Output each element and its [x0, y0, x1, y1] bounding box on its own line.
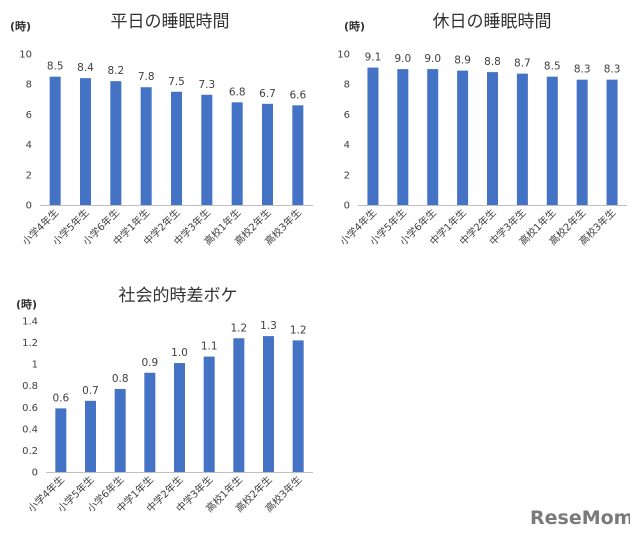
bar: [292, 340, 304, 472]
bar: [367, 67, 379, 205]
bar: [262, 103, 273, 205]
data-label: 7.8: [138, 71, 155, 83]
data-label: 8.9: [454, 55, 471, 67]
data-label: 0.7: [82, 385, 99, 397]
bar: [110, 81, 122, 205]
y-tick-label: 0.4: [22, 424, 38, 435]
bar: [233, 338, 245, 472]
data-label: 6.6: [289, 89, 306, 101]
y-tick-label: 1.4: [22, 317, 38, 328]
bar: [516, 73, 528, 205]
data-label: 1.2: [290, 324, 307, 336]
data-label: 9.1: [365, 52, 382, 64]
data-label: 8.8: [484, 56, 501, 68]
bar: [114, 388, 126, 472]
y-tick-label: 8: [26, 80, 32, 91]
bar: [49, 76, 61, 206]
data-label: 6.8: [229, 86, 246, 98]
data-label: 1.2: [230, 322, 247, 334]
data-label: 7.5: [168, 76, 185, 88]
data-label: 0.9: [141, 357, 158, 369]
data-label: 8.4: [77, 62, 94, 74]
data-label: 6.7: [259, 88, 276, 100]
y-tick-label: 6: [344, 110, 350, 121]
bar: [606, 79, 618, 205]
y-tick-label: 0: [26, 201, 32, 212]
bar: [174, 363, 185, 472]
bar: [576, 79, 588, 205]
bar: [55, 408, 67, 472]
data-label: 1.0: [171, 347, 188, 359]
data-label: 8.3: [604, 64, 621, 76]
data-label: 9.0: [424, 53, 441, 65]
data-label: 8.3: [574, 64, 591, 76]
chart-title: 休日の睡眠時間: [433, 12, 552, 32]
data-label: 1.3: [260, 320, 277, 332]
chart-title: 平日の睡眠時間: [111, 12, 230, 32]
y-tick-label: 10: [337, 50, 350, 61]
y-tick-label: 1: [32, 360, 38, 371]
y-tick-label: 0.8: [22, 381, 38, 392]
data-label: 0.6: [52, 392, 69, 404]
bar: [457, 70, 469, 205]
bar: [171, 91, 182, 205]
y-unit-label: (時): [16, 297, 37, 311]
y-tick-label: 2: [344, 170, 350, 181]
social-jetlag-chart: 社会的時差ボケ(時)00.20.40.60.811.21.40.6小学4年生0.…: [16, 286, 313, 515]
y-tick-label: 0.6: [22, 403, 38, 414]
y-unit-label: (時): [10, 19, 31, 33]
chart-title: 社会的時差ボケ: [119, 286, 238, 306]
y-tick-label: 1.2: [22, 338, 38, 349]
data-label: 1.1: [201, 341, 218, 353]
bar: [263, 336, 274, 472]
data-label: 8.5: [544, 61, 561, 73]
bar: [231, 102, 243, 205]
data-label: 8.5: [47, 61, 64, 73]
y-tick-label: 6: [26, 110, 32, 121]
bar: [144, 372, 156, 472]
y-tick-label: 10: [19, 50, 32, 61]
bar: [397, 69, 409, 205]
bar: [546, 76, 558, 206]
resemom-logo-text: ReseMom: [530, 507, 630, 529]
bar: [80, 78, 91, 205]
bar: [85, 400, 96, 472]
data-label: 8.2: [107, 65, 124, 77]
data-label: 0.8: [112, 373, 129, 385]
y-tick-label: 0: [32, 468, 38, 479]
bar: [427, 69, 439, 205]
y-tick-label: 4: [26, 140, 32, 151]
y-tick-label: 0: [344, 201, 350, 212]
y-unit-label: (時): [344, 19, 365, 33]
data-label: 7.3: [198, 79, 215, 91]
data-label: 9.0: [394, 53, 411, 65]
bar: [292, 105, 304, 205]
bar: [140, 87, 152, 205]
bar: [203, 356, 215, 472]
y-tick-label: 8: [344, 80, 350, 91]
y-tick-label: 4: [344, 140, 350, 151]
data-label: 8.7: [514, 58, 531, 70]
weekday-sleep-chart: 平日の睡眠時間(時)02468108.5小学4年生8.4小学5年生8.2小学6年…: [10, 12, 313, 248]
y-tick-label: 2: [26, 170, 32, 181]
resemom-logo: ReseMom: [530, 507, 630, 529]
bar: [201, 94, 213, 205]
y-tick-label: 0.2: [22, 446, 38, 457]
bar: [487, 72, 498, 206]
